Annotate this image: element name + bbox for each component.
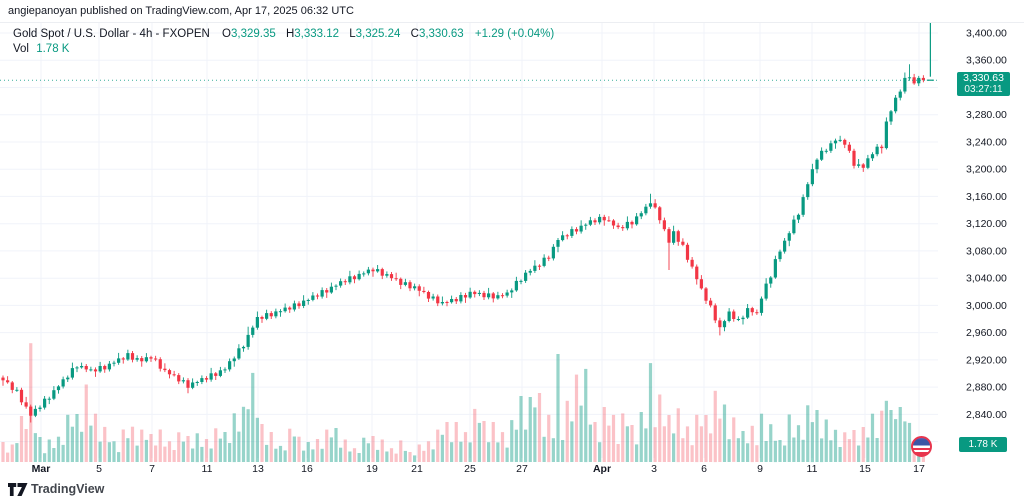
price-tick-label: 2,920.00 xyxy=(966,354,1007,366)
candle-series xyxy=(1,64,925,423)
legend-volume-row: Vol 1.78 K xyxy=(13,42,554,56)
sticker-logo-icon xyxy=(911,436,932,457)
legend-change: +1.29 (+0.04%) xyxy=(474,28,555,40)
price-tick-label: 3,120.00 xyxy=(966,218,1007,230)
price-tick-label: 2,960.00 xyxy=(966,327,1007,339)
price-tick-label: 3,240.00 xyxy=(966,137,1007,149)
chart-widget[interactable]: 3,400.00 3,360.00 3,280.00 3,240.00 3,200.00… xyxy=(0,22,1024,480)
legend-low: L3,325.24 xyxy=(349,28,401,40)
price-tick-label: 2,880.00 xyxy=(966,382,1007,394)
price-tick-label: 3,080.00 xyxy=(966,245,1007,257)
symbol-legend: Gold Spot / U.S. Dollar - 4h - FXOPEN O3… xyxy=(13,27,554,56)
price-chart-plot[interactable]: 3,400.00 3,360.00 3,280.00 3,240.00 3,200.00… xyxy=(0,23,1024,479)
time-tick-label: 6 xyxy=(701,463,707,475)
price-tick-label: 3,200.00 xyxy=(966,164,1007,176)
time-tick-label: 11 xyxy=(807,463,818,475)
price-tick-label: 3,400.00 xyxy=(966,28,1007,40)
time-tick-label: Mar xyxy=(32,463,51,475)
time-tick-label: 16 xyxy=(301,463,313,475)
bar-countdown: 03:27:11 xyxy=(964,84,1003,96)
volume-axis-badge: 1.78 K xyxy=(959,437,1007,452)
symbol-title: Gold Spot / U.S. Dollar - 4h - FXOPEN xyxy=(13,28,210,40)
publish-info-bar: angiepanoyan published on TradingView.co… xyxy=(0,0,1024,22)
legend-open: O3,329.35 xyxy=(222,28,276,40)
time-tick-label: 7 xyxy=(149,463,155,475)
time-tick-label: 25 xyxy=(464,463,476,475)
volume-series xyxy=(1,343,925,463)
time-tick-label: 5 xyxy=(96,463,102,475)
gridlines-horizontal xyxy=(0,32,938,443)
time-axis[interactable]: Mar 5 7 11 13 16 19 21 25 27 Apr 3 6 9 11 15 17 xyxy=(32,463,925,475)
time-tick-label: 9 xyxy=(757,463,763,475)
volume-label: Vol xyxy=(13,43,29,55)
time-tick-label: 15 xyxy=(859,463,871,475)
price-tick-label: 3,360.00 xyxy=(966,55,1007,67)
time-tick-label: 17 xyxy=(913,463,925,475)
gridlines-vertical xyxy=(40,23,920,458)
footer-bar: TradingView xyxy=(0,479,1024,503)
legend-ohlc-row: Gold Spot / U.S. Dollar - 4h - FXOPEN O3… xyxy=(13,27,554,42)
price-axis[interactable]: 3,400.00 3,360.00 3,280.00 3,240.00 3,200.00… xyxy=(966,28,1007,421)
last-price-value: 3,330.63 xyxy=(963,72,1004,85)
legend-high: H3,333.12 xyxy=(285,28,340,40)
time-tick-label: 21 xyxy=(411,463,423,475)
current-bar-marker xyxy=(926,23,934,81)
time-tick-label: 27 xyxy=(516,463,528,475)
volume-value: 1.78 K xyxy=(36,43,70,55)
publish-info-text: angiepanoyan published on TradingView.co… xyxy=(8,5,354,17)
price-tick-label: 2,840.00 xyxy=(966,409,1007,421)
price-tick-label: 3,280.00 xyxy=(966,109,1007,121)
price-tick-label: 3,160.00 xyxy=(966,191,1007,203)
time-tick-label: 11 xyxy=(202,463,213,475)
time-tick-label: 19 xyxy=(366,463,378,475)
time-tick-label: 3 xyxy=(651,463,657,475)
last-price-badge: 3,330.63 03:27:11 xyxy=(957,72,1010,97)
time-tick-label: Apr xyxy=(593,463,611,475)
tradingview-logo-icon[interactable] xyxy=(8,482,28,497)
time-tick-label: 13 xyxy=(252,463,264,475)
tradingview-brand-link[interactable]: TradingView xyxy=(31,482,105,496)
price-tick-label: 3,000.00 xyxy=(966,300,1007,312)
price-tick-label: 3,040.00 xyxy=(966,273,1007,285)
legend-close: C3,330.63 xyxy=(410,28,464,40)
